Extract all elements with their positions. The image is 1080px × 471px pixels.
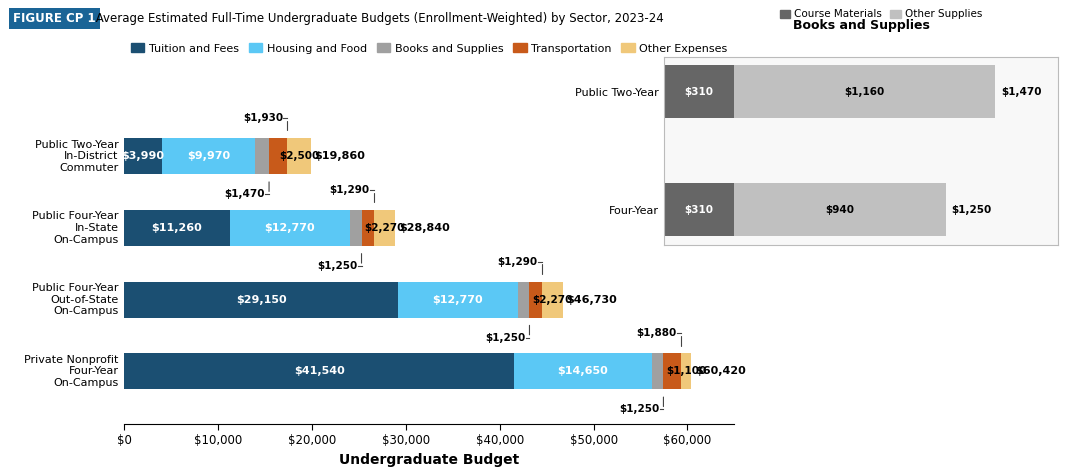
Text: $1,250: $1,250 (619, 404, 659, 414)
Text: $2,270: $2,270 (532, 295, 572, 305)
Text: Average Estimated Full-Time Undergraduate Budgets (Enrollment-Weighted) by Secto: Average Estimated Full-Time Undergraduat… (92, 12, 663, 25)
Bar (255, 138, 269, 174)
Text: $11,260: $11,260 (151, 223, 202, 233)
Text: $28,840: $28,840 (399, 223, 449, 233)
Text: $3,990: $3,990 (121, 151, 164, 161)
Bar (664, 183, 734, 236)
Legend: Tuition and Fees, Housing and Food, Books and Supplies, Transportation, Other Ex: Tuition and Fees, Housing and Food, Book… (126, 39, 732, 58)
Text: $60,420: $60,420 (696, 366, 746, 376)
Text: $2,500: $2,500 (279, 151, 319, 161)
Bar (663, 353, 681, 389)
Text: $29,150: $29,150 (235, 295, 286, 305)
Text: $1,470: $1,470 (225, 189, 265, 199)
Text: $1,880: $1,880 (636, 328, 677, 338)
Text: $1,250: $1,250 (318, 261, 357, 271)
Bar (124, 210, 230, 246)
Text: $1,290: $1,290 (497, 257, 538, 267)
Text: $12,770: $12,770 (265, 223, 315, 233)
Bar (162, 138, 255, 174)
Bar (541, 282, 563, 317)
Bar (269, 138, 287, 174)
Bar (517, 282, 529, 317)
Text: $310: $310 (685, 87, 714, 97)
Text: $1,250: $1,250 (485, 333, 525, 342)
Text: FIGURE CP 1: FIGURE CP 1 (13, 12, 96, 25)
Text: $1,470: $1,470 (1001, 87, 1041, 97)
Bar (350, 210, 362, 246)
Bar (230, 210, 350, 246)
Bar (651, 353, 663, 389)
Bar (124, 353, 514, 389)
Bar (734, 183, 946, 236)
Legend: Course Materials, Other Supplies: Course Materials, Other Supplies (775, 5, 986, 24)
Text: $310: $310 (685, 205, 714, 215)
Bar (362, 210, 374, 246)
X-axis label: Undergraduate Budget: Undergraduate Budget (339, 453, 519, 467)
Bar (664, 65, 734, 118)
Text: $12,770: $12,770 (432, 295, 483, 305)
Text: $1,160: $1,160 (845, 87, 885, 97)
Text: $46,730: $46,730 (567, 295, 618, 305)
Text: $9,970: $9,970 (187, 151, 230, 161)
Text: $940: $940 (825, 205, 854, 215)
Text: $1,250: $1,250 (951, 205, 991, 215)
Text: $1,290: $1,290 (329, 185, 369, 195)
Bar (124, 282, 397, 317)
Bar (514, 353, 651, 389)
Text: $2,270: $2,270 (364, 223, 405, 233)
Text: $1,100: $1,100 (666, 366, 706, 376)
Bar (287, 138, 311, 174)
Text: $1,930: $1,930 (243, 113, 283, 123)
Text: $41,540: $41,540 (294, 366, 345, 376)
Bar (374, 210, 395, 246)
Text: $19,860: $19,860 (314, 151, 365, 161)
Bar (734, 65, 996, 118)
Text: $14,650: $14,650 (557, 366, 608, 376)
Bar (124, 138, 162, 174)
Bar (397, 282, 517, 317)
Bar (529, 282, 541, 317)
Bar (681, 353, 691, 389)
Title: Books and Supplies: Books and Supplies (793, 19, 930, 32)
